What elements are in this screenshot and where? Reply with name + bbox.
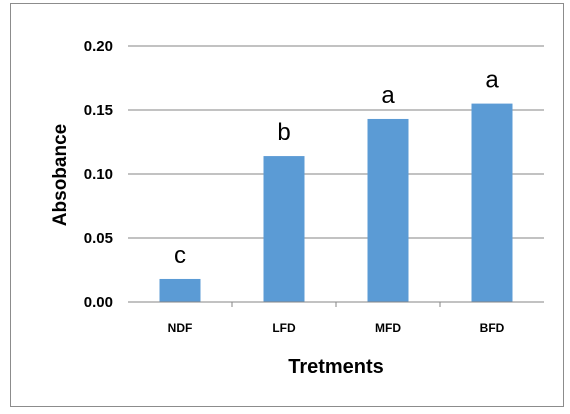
significance-letter: c xyxy=(174,242,186,269)
y-axis-label: Absobance xyxy=(50,124,71,226)
x-tick-label: MFD xyxy=(375,321,401,335)
bar xyxy=(367,118,409,303)
x-axis-ticks: NDF LFD MFD BFD xyxy=(168,302,505,335)
y-tick-label: 0.15 xyxy=(84,102,113,119)
y-axis-ticks: 0.00 0.05 0.10 0.15 0.20 xyxy=(84,38,113,311)
significance-letter: b xyxy=(277,119,290,146)
bar xyxy=(471,103,513,302)
bar xyxy=(159,278,201,302)
x-axis-label: Tretments xyxy=(288,356,384,378)
x-tick-label: LFD xyxy=(272,321,296,335)
significance-letter: a xyxy=(381,82,395,109)
x-tick-label: BFD xyxy=(480,321,505,335)
y-tick-label: 0.05 xyxy=(84,230,113,247)
bars xyxy=(159,103,513,303)
significance-letter: a xyxy=(485,67,499,94)
y-tick-label: 0.10 xyxy=(84,166,113,183)
significance-letters: c b a a xyxy=(174,67,499,269)
y-tick-label: 0.00 xyxy=(84,294,113,311)
bar xyxy=(263,156,305,302)
y-tick-label: 0.20 xyxy=(84,38,113,55)
x-tick-label: NDF xyxy=(168,321,193,335)
